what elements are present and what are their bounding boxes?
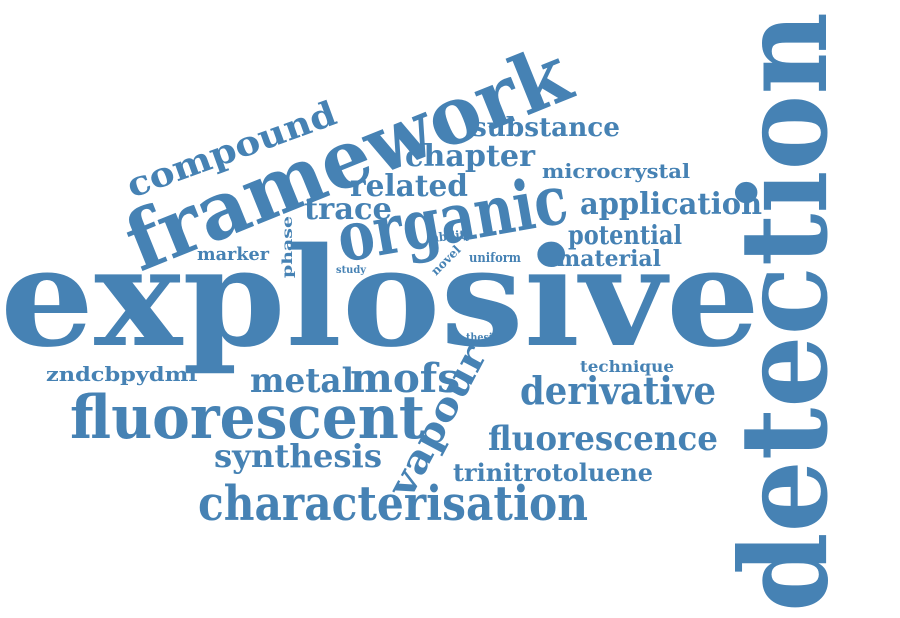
word-ability: ability xyxy=(431,227,473,245)
word-uniform: uniform xyxy=(469,251,521,266)
word-related: related xyxy=(350,169,468,204)
word-synthesis: synthesis xyxy=(214,437,382,475)
word-fluorescent: fluorescent xyxy=(70,383,425,453)
word-zndcbpydmf: zndcbpydmf xyxy=(46,362,200,386)
word-material: material xyxy=(557,246,661,272)
word-detection: detection xyxy=(714,12,855,612)
word-trinitrotoluene: trinitrotoluene xyxy=(453,458,653,487)
word-technique: technique xyxy=(580,357,674,376)
word-derivative: derivative xyxy=(520,368,716,413)
word-chapter: chapter xyxy=(405,139,536,174)
word-substance: substance xyxy=(472,113,620,143)
word-thesis: thesis xyxy=(466,331,498,344)
word-potential: potential xyxy=(568,221,682,251)
word-mofs: mofs xyxy=(350,355,460,402)
word-study: study xyxy=(336,265,367,276)
word-trace: trace xyxy=(304,192,392,227)
word-marker: marker xyxy=(197,244,269,265)
word-metal: metal xyxy=(250,361,354,401)
word-application: application xyxy=(580,187,762,222)
word-characterisation: characterisation xyxy=(198,476,588,532)
word-explosive: explosive xyxy=(0,218,760,378)
word-fluorescence: fluorescence xyxy=(488,419,718,459)
word-microcrystal: microcrystal xyxy=(542,159,690,183)
word-phase: phase xyxy=(280,216,296,278)
